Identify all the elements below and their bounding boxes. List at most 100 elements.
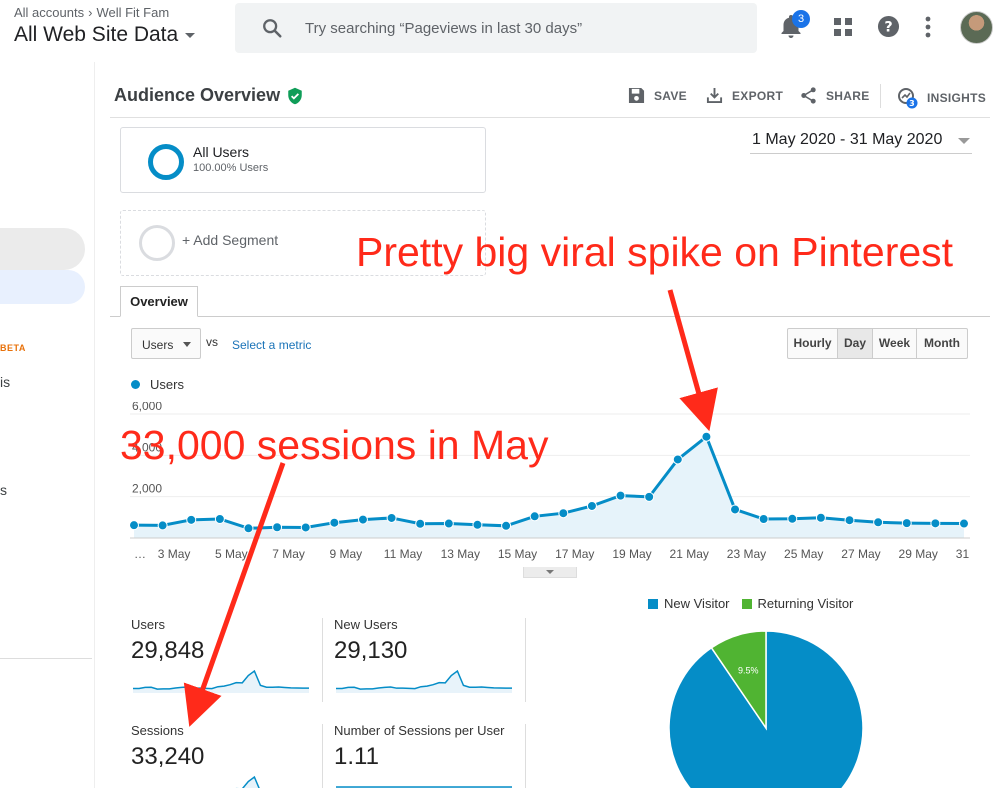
chart-collapse-handle[interactable] bbox=[523, 567, 577, 578]
sidebar-item-active[interactable] bbox=[0, 270, 85, 304]
export-button[interactable]: EXPORT bbox=[706, 87, 783, 104]
data-point[interactable] bbox=[844, 515, 855, 526]
data-point[interactable] bbox=[586, 500, 597, 511]
svg-text:?: ? bbox=[884, 19, 892, 35]
sparkline-flat bbox=[336, 786, 512, 788]
select-metric-link[interactable]: Select a metric bbox=[232, 338, 312, 352]
y-axis-ticks: 2,000 4,000 6,000 bbox=[132, 402, 162, 496]
add-segment-button[interactable]: + Add Segment bbox=[120, 210, 486, 276]
x-tick-label: 11 May bbox=[384, 547, 422, 561]
granularity-day[interactable]: Day bbox=[838, 329, 873, 358]
data-point[interactable] bbox=[357, 514, 368, 525]
sidebar-item-label[interactable]: is bbox=[0, 374, 11, 390]
visitor-type-pie-chart[interactable]: 9.5% bbox=[667, 629, 867, 788]
date-range-text: 1 May 2020 - 31 May 2020 bbox=[752, 131, 943, 148]
sidebar-item-label[interactable]: s bbox=[0, 482, 7, 498]
granularity-hourly[interactable]: Hourly bbox=[788, 329, 838, 358]
x-tick-label: 15 May bbox=[498, 547, 537, 561]
data-point[interactable] bbox=[157, 520, 168, 531]
metric-tile-sessions[interactable]: Sessions 33,240 bbox=[131, 723, 316, 788]
data-point[interactable] bbox=[959, 518, 969, 529]
tile-divider bbox=[525, 618, 526, 702]
metric-tile-new-users[interactable]: New Users 29,130 bbox=[334, 617, 519, 701]
pie-slice-returning-visitor[interactable] bbox=[710, 630, 767, 731]
breadcrumb-property[interactable]: Well Fit Fam bbox=[96, 5, 170, 20]
metric-value: 33,240 bbox=[131, 743, 205, 770]
data-point[interactable] bbox=[243, 523, 254, 534]
tab-overview[interactable]: Overview bbox=[120, 286, 198, 317]
help-icon[interactable]: ? bbox=[877, 15, 900, 38]
data-point[interactable] bbox=[300, 522, 311, 533]
apps-grid-icon[interactable] bbox=[834, 18, 852, 36]
save-button[interactable]: SAVE bbox=[628, 87, 687, 104]
data-point[interactable] bbox=[644, 491, 655, 502]
data-point[interactable] bbox=[130, 520, 139, 531]
data-point[interactable] bbox=[186, 514, 197, 525]
data-point[interactable] bbox=[672, 454, 683, 465]
segment-all-users[interactable]: All Users 100.00% Users bbox=[120, 127, 486, 193]
share-button[interactable]: SHARE bbox=[800, 87, 870, 104]
data-point[interactable] bbox=[558, 508, 569, 519]
segment-name: All Users bbox=[193, 144, 250, 160]
data-point[interactable] bbox=[272, 522, 283, 533]
sidebar-item-highlight[interactable] bbox=[0, 228, 85, 270]
data-point[interactable] bbox=[415, 518, 426, 529]
tile-divider bbox=[525, 724, 526, 788]
x-tick-label: 29 May bbox=[899, 547, 938, 561]
sparkline bbox=[235, 775, 260, 788]
breadcrumb-accounts[interactable]: All accounts bbox=[14, 5, 85, 20]
sidebar-divider bbox=[0, 658, 92, 659]
data-point[interactable] bbox=[529, 511, 540, 522]
y-tick-label: 4,000 bbox=[132, 440, 162, 454]
data-point[interactable] bbox=[386, 512, 397, 523]
data-point[interactable] bbox=[873, 517, 884, 528]
legend-swatch bbox=[741, 598, 752, 609]
pie-legend-new: New Visitor bbox=[648, 596, 730, 611]
data-point[interactable] bbox=[443, 518, 454, 529]
date-range-picker[interactable]: 1 May 2020 - 31 May 2020 bbox=[750, 130, 972, 154]
notifications-button[interactable]: 3 bbox=[780, 10, 810, 40]
share-label: SHARE bbox=[826, 88, 870, 103]
data-point[interactable] bbox=[758, 513, 769, 524]
sparkline-line bbox=[132, 669, 310, 690]
view-selector[interactable]: All Web Site Data bbox=[14, 23, 196, 47]
report-toolbar: Audience Overview SAVE EXPORT SHARE 3 IN… bbox=[110, 72, 990, 118]
pie-legend-returning: Returning Visitor bbox=[741, 596, 854, 611]
metric-label: Sessions bbox=[131, 723, 184, 738]
notification-badge: 3 bbox=[792, 10, 810, 28]
metric-tile-users[interactable]: Users 29,848 bbox=[131, 617, 316, 701]
data-point[interactable] bbox=[501, 520, 512, 531]
sparkline bbox=[132, 669, 310, 693]
granularity-month[interactable]: Month bbox=[924, 336, 960, 350]
data-point[interactable] bbox=[901, 518, 912, 529]
metric-label: New Users bbox=[334, 617, 398, 632]
data-point[interactable] bbox=[815, 512, 826, 523]
data-point[interactable] bbox=[472, 519, 483, 530]
x-tick-label: 3 May bbox=[158, 547, 191, 561]
data-point[interactable] bbox=[930, 518, 941, 529]
breadcrumb[interactable]: All accounts › Well Fit Fam bbox=[14, 5, 169, 20]
data-point[interactable] bbox=[787, 513, 798, 524]
data-point[interactable] bbox=[701, 431, 712, 442]
x-tick-label: 5 May bbox=[215, 547, 248, 561]
data-point[interactable] bbox=[214, 513, 225, 524]
metric-tile-sessions-per-user[interactable]: Number of Sessions per User 1.11 bbox=[334, 723, 519, 788]
insights-button[interactable]: 3 INSIGHTS bbox=[896, 87, 986, 109]
more-vert-icon[interactable] bbox=[925, 16, 931, 38]
avatar[interactable] bbox=[960, 11, 993, 44]
legend-label: Returning Visitor bbox=[757, 596, 854, 611]
insights-label: INSIGHTS bbox=[927, 91, 987, 105]
caret-down-icon bbox=[183, 342, 191, 347]
x-axis-ticks: … 3 May 5 May 7 May 9 May 11 May 13 May 15 May 1… bbox=[134, 547, 970, 561]
search-bar[interactable]: Try searching “Pageviews in last 30 days… bbox=[235, 3, 757, 53]
data-point[interactable] bbox=[730, 504, 741, 515]
granularity-week[interactable]: Week bbox=[873, 329, 917, 358]
insights-badge: 3 bbox=[909, 99, 915, 108]
metric-dropdown[interactable]: Users bbox=[131, 328, 201, 359]
data-point[interactable] bbox=[329, 517, 340, 528]
data-point[interactable] bbox=[615, 490, 626, 501]
toolbar-divider bbox=[880, 84, 881, 108]
caret-down-icon bbox=[958, 138, 970, 144]
annotation-sessions-may: 33,000 sessions in May bbox=[120, 422, 549, 468]
pie-slice-label: 9.5% bbox=[738, 666, 759, 676]
